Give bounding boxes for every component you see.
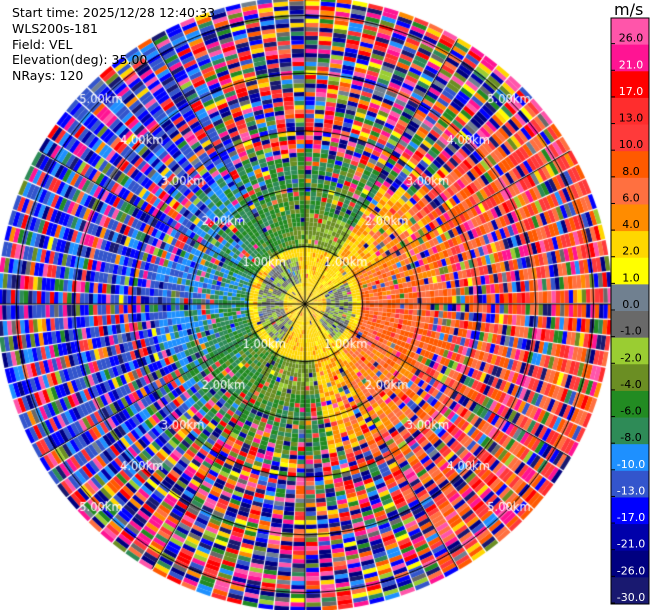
colorbar-tick-label: -2.0: [620, 351, 641, 364]
colorbar-swatch: [611, 124, 649, 152]
colorbar-swatch: [611, 550, 649, 578]
colorbar-swatch: [611, 497, 649, 525]
colorbar-swatch: [611, 231, 649, 259]
colorbar-tick-label: 1.0: [622, 271, 640, 284]
colorbar-tick-label: -30.0: [617, 591, 645, 604]
colorbar-swatch: [611, 204, 649, 232]
colorbar-swatch: [611, 337, 649, 365]
colorbar-swatch: [611, 417, 649, 445]
colorbar-tick-label: -13.0: [617, 484, 645, 497]
colorbar-frame: [610, 17, 650, 605]
colorbar-swatch: [611, 71, 649, 99]
colorbar-swatch: [611, 177, 649, 205]
colorbar-tick-label: -21.0: [617, 538, 645, 551]
colorbar-tick-label: 26.0: [619, 32, 644, 45]
colorbar-tick-label: 13.0: [619, 112, 644, 125]
colorbar-swatch: [611, 311, 649, 339]
field-text: Field: VEL: [12, 36, 73, 52]
colorbar-tick-label: 4.0: [622, 218, 640, 231]
colorbar-tick-label: -6.0: [620, 405, 641, 418]
instrument-text: WLS200s-181: [12, 20, 98, 36]
colorbar-tick-label: -17.0: [617, 511, 645, 524]
colorbar-tick-label: 0.0: [622, 298, 640, 311]
colorbar-swatch: [611, 444, 649, 472]
colorbar-swatch: [611, 18, 649, 46]
colorbar-swatch: [611, 44, 649, 72]
colorbar-tick-label: -26.0: [617, 564, 645, 577]
nrays-text: NRays: 120: [12, 68, 84, 84]
colorbar-tick-label: 6.0: [622, 191, 640, 204]
colorbar-tick-label: 17.0: [619, 85, 644, 98]
colorbar-swatch: [611, 390, 649, 419]
colorbar-tick-label: 10.0: [619, 138, 644, 151]
elevation-text: Elevation(deg): 35.00: [12, 52, 148, 68]
colorbar-swatch: [611, 284, 649, 312]
colorbar-swatch: [611, 151, 649, 179]
info-panel: Start time: 2025/12/28 12:40:33 WLS200s-…: [12, 5, 215, 84]
colorbar-swatch: [611, 97, 649, 126]
colorbar-swatch: [611, 470, 649, 498]
colorbar-tick-label: 8.0: [622, 165, 640, 178]
colorbar-swatch: [611, 577, 649, 605]
colorbar-tick-label: 21.0: [619, 58, 644, 71]
colorbar-tick-label: -4.0: [620, 378, 641, 391]
colorbar-tick-label: -8.0: [620, 431, 641, 444]
colorbar-tick-label: -10.0: [617, 458, 645, 471]
colorbar-swatch: [611, 524, 649, 552]
colorbar-swatch: [611, 364, 649, 392]
colorbar-unit-label: m/s: [614, 0, 644, 19]
colorbar-swatch: [611, 257, 649, 285]
start-time-text: Start time: 2025/12/28 12:40:33: [12, 5, 216, 20]
colorbar-tick-label: -1.0: [620, 325, 641, 338]
colorbar-tick-label: 2.0: [622, 245, 640, 258]
